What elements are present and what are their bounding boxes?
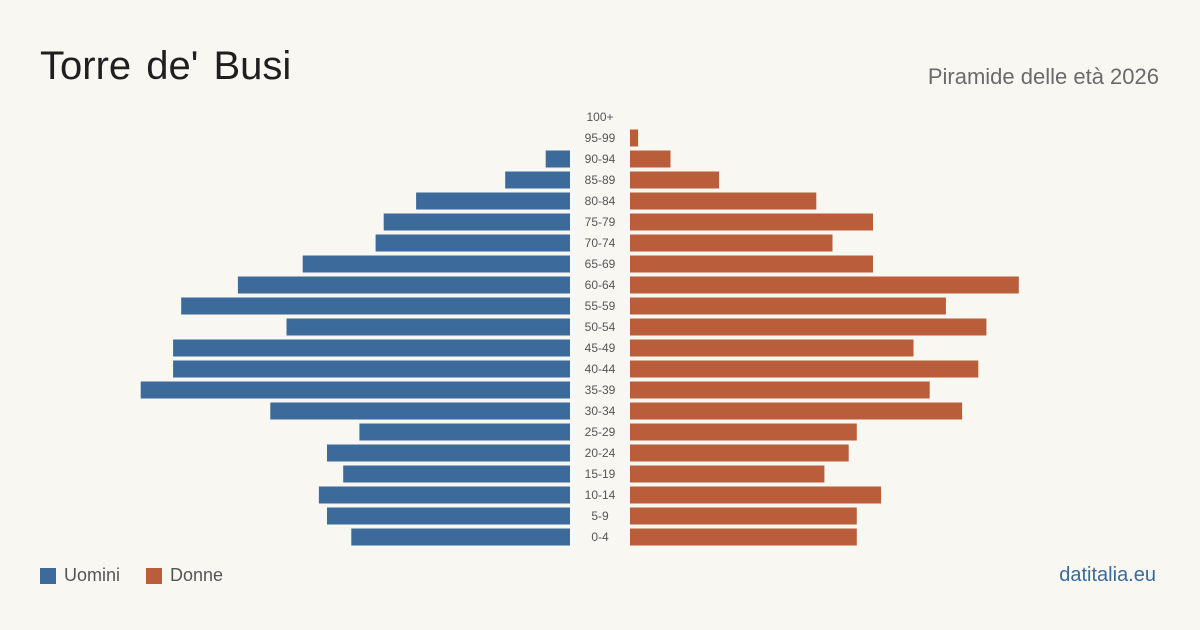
- bar-female-90-94: [630, 150, 671, 168]
- age-label-15-19: 15-19: [585, 467, 616, 481]
- bar-female-65-69: [630, 255, 873, 273]
- bar-female-35-39: [630, 381, 930, 399]
- bar-male-40-44: [173, 360, 570, 378]
- age-label-100plus: 100+: [586, 110, 613, 124]
- legend-swatch-female: [146, 567, 163, 584]
- bar-female-45-49: [630, 339, 914, 357]
- age-label-30-34: 30-34: [585, 404, 616, 418]
- age-label-65-69: 65-69: [585, 257, 616, 271]
- age-label-25-29: 25-29: [585, 425, 616, 439]
- age-label-70-74: 70-74: [585, 236, 616, 250]
- bar-male-60-64: [237, 276, 570, 294]
- chart-title: Torre de' Busi: [40, 44, 292, 88]
- bar-male-70-74: [375, 234, 570, 252]
- age-label-90-94: 90-94: [585, 152, 616, 166]
- bar-female-30-34: [630, 402, 963, 420]
- bar-male-20-24: [327, 444, 570, 462]
- bar-female-55-59: [630, 297, 946, 315]
- bar-male-55-59: [181, 297, 570, 315]
- bar-male-75-79: [383, 213, 570, 231]
- age-label-55-59: 55-59: [585, 299, 616, 313]
- bar-male-80-84: [416, 192, 570, 210]
- bar-female-0-4: [630, 528, 857, 546]
- age-label-50-54: 50-54: [585, 320, 616, 334]
- bar-female-80-84: [630, 192, 817, 210]
- bar-male-65-69: [302, 255, 570, 273]
- age-label-60-64: 60-64: [585, 278, 616, 292]
- bar-female-70-74: [630, 234, 833, 252]
- chart-subtitle: Piramide delle età 2026: [927, 64, 1159, 89]
- bar-female-75-79: [630, 213, 873, 231]
- age-label-85-89: 85-89: [585, 173, 616, 187]
- legend-item-female: Donne: [146, 565, 223, 586]
- age-label-75-79: 75-79: [585, 215, 616, 229]
- bar-male-15-19: [343, 465, 570, 483]
- age-label-10-14: 10-14: [585, 488, 616, 502]
- bar-female-60-64: [630, 276, 1019, 294]
- bar-male-50-54: [286, 318, 570, 336]
- bar-male-10-14: [318, 486, 570, 504]
- bar-male-30-34: [270, 402, 570, 420]
- bar-male-85-89: [505, 171, 570, 189]
- source-link[interactable]: datitalia.eu: [1059, 564, 1156, 586]
- legend-swatch-male: [40, 567, 56, 584]
- age-label-0-4: 0-4: [591, 530, 609, 544]
- bar-male-0-4: [351, 528, 570, 546]
- age-label-20-24: 20-24: [585, 446, 616, 460]
- bar-male-35-39: [140, 381, 570, 399]
- bar-female-40-44: [630, 360, 979, 378]
- age-label-40-44: 40-44: [585, 362, 616, 376]
- bar-male-90-94: [545, 150, 570, 168]
- age-label-5-9: 5-9: [591, 509, 609, 523]
- age-label-35-39: 35-39: [585, 383, 616, 397]
- age-label-45-49: 45-49: [585, 341, 616, 355]
- bar-female-95-99: [630, 129, 639, 147]
- bar-female-85-89: [630, 171, 720, 189]
- bar-female-15-19: [630, 465, 825, 483]
- age-label-80-84: 80-84: [585, 194, 616, 208]
- bar-female-50-54: [630, 318, 987, 336]
- bar-female-25-29: [630, 423, 857, 441]
- bar-female-20-24: [630, 444, 849, 462]
- bar-male-25-29: [359, 423, 570, 441]
- bar-female-10-14: [630, 486, 882, 504]
- legend-label-male: Uomini: [64, 565, 121, 585]
- legend-label-female: Donne: [170, 565, 224, 585]
- bar-male-45-49: [173, 339, 570, 357]
- bar-male-5-9: [327, 507, 570, 525]
- bar-female-5-9: [630, 507, 857, 525]
- age-label-95-99: 95-99: [585, 131, 616, 145]
- legend-item-male: Uomini: [40, 565, 120, 586]
- legend: Uomini Donne: [40, 565, 249, 586]
